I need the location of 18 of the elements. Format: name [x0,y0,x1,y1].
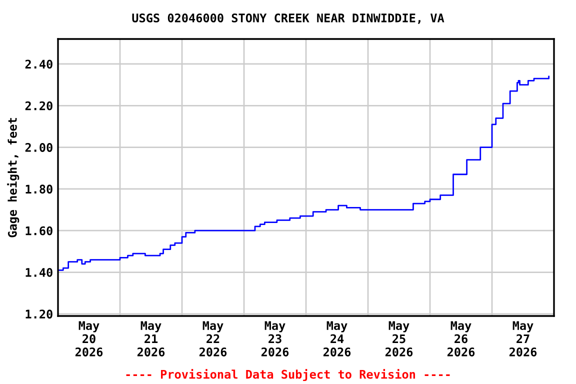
y-tick-label: 1.60 [26,226,52,236]
y-tick-label: 2.40 [25,60,52,69]
x-tick-label: May 21 2026 [137,321,165,356]
x-tick-label: May 23 2026 [261,321,289,356]
y-tick-label: 1.40 [26,268,52,277]
x-tick-label: May 27 2026 [509,321,537,356]
y-tick-label: 1.20 [26,310,52,319]
y-tick-label: 1.80 [26,184,52,194]
x-tick-label: May 24 2026 [323,321,351,356]
text: ---- Provisional Data Subject to Revision ---- [126,368,450,382]
x-tick-label: May 20 2026 [75,321,103,356]
y-tick-label: 2.20 [25,101,52,110]
y-axis-title: Gage height, feet [7,118,20,238]
y-tick-label: 2.00 [25,143,52,152]
x-tick-label: May 25 2026 [385,321,413,356]
x-tick-label: May 22 2026 [199,321,227,356]
x-tick-label: May 26 2026 [447,321,475,356]
chart-title: USGS 02046000 STONY CREEK NEAR DINWIDDIE, VA [132,13,444,24]
